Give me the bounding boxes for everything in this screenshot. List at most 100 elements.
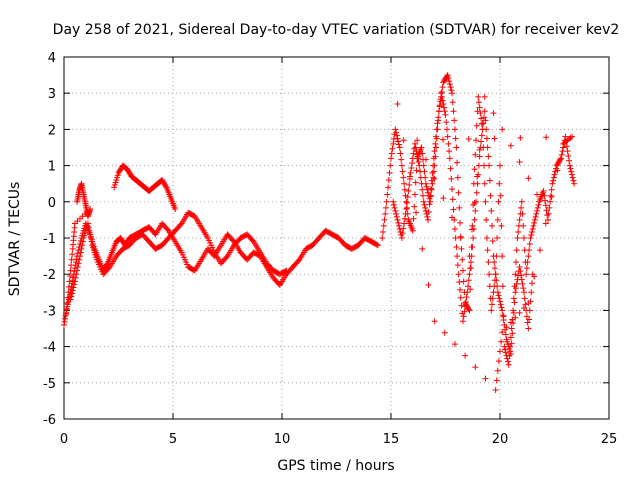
data-point [469,244,476,251]
data-point [88,238,95,245]
data-point [409,160,416,167]
data-point [487,192,494,199]
data-point [69,251,76,258]
data-point [497,192,504,199]
data-point [486,271,493,278]
data-point [499,253,506,260]
data-point [397,150,404,157]
data-point [493,277,500,284]
data-point [162,183,169,190]
data-point [535,201,542,208]
data-point [435,108,442,115]
data-point [393,132,400,139]
data-point [473,122,480,129]
data-point [494,367,501,374]
data-point [380,228,387,235]
data-point [482,198,489,205]
data-point [547,192,554,199]
data-point [443,119,450,126]
data-point [430,155,437,162]
data-point [66,278,73,285]
data-point [430,162,437,169]
data-point [391,204,398,211]
data-point [520,235,527,241]
data-point [73,256,80,263]
data-point [478,132,485,139]
data-point [419,150,426,157]
data-point [394,101,401,108]
data-point [405,187,412,194]
series-1 [67,209,290,303]
data-point [445,140,452,147]
data-point [458,245,465,252]
data-point [475,93,482,100]
data-point [529,225,536,232]
data-point [387,162,394,169]
data-point [499,312,506,319]
data-point [68,256,75,263]
data-point [482,375,489,382]
data-point [411,191,418,198]
data-point [419,245,426,252]
data-point [400,174,407,181]
data-point [467,286,474,293]
data-point [549,180,556,187]
data-point [410,215,417,222]
data-point [393,210,400,217]
data-point [568,133,575,140]
data-point [432,140,439,147]
data-point [407,169,414,176]
data-point [451,117,458,124]
data-point [403,206,410,213]
data-point [390,140,397,147]
data-point [384,191,391,198]
data-point [483,216,490,223]
data-point [481,162,488,169]
data-point [557,156,564,163]
data-point [380,222,387,229]
data-point [422,204,429,211]
x-tick-label: 25 [601,432,618,447]
data-point [406,181,413,188]
data-point [466,271,473,278]
data-point [476,104,483,111]
series-0 [61,220,381,328]
data-point [457,233,464,240]
data-point [68,262,75,269]
data-point [439,84,446,91]
data-point [489,238,496,245]
data-point [412,179,419,186]
data-point [564,148,571,155]
data-point [430,174,437,181]
data-point [495,198,502,205]
data-point [566,157,573,164]
data-point [531,219,538,226]
y-tick-label: -3 [43,304,56,319]
data-point [414,151,421,158]
data-point [424,213,431,220]
data-point [545,210,552,217]
data-point [483,235,490,241]
data-point [512,271,519,278]
data-point [523,271,530,278]
y-tick-label: 0 [48,196,56,211]
data-point [491,259,498,266]
data-point [431,175,438,182]
data-point [471,166,478,173]
data-point [558,151,565,158]
data-point [425,216,432,223]
data-point [508,325,515,332]
data-point [526,241,533,248]
data-point [460,278,467,285]
data-point [431,318,438,325]
data-point [408,165,415,172]
x-tick-label: 5 [169,432,177,447]
x-tick-label: 20 [492,432,509,447]
data-point [403,200,410,207]
data-point [398,156,405,163]
data-point [448,87,455,94]
data-point [502,346,509,353]
data-point [373,241,380,248]
data-point [105,265,112,272]
data-point [470,235,477,241]
